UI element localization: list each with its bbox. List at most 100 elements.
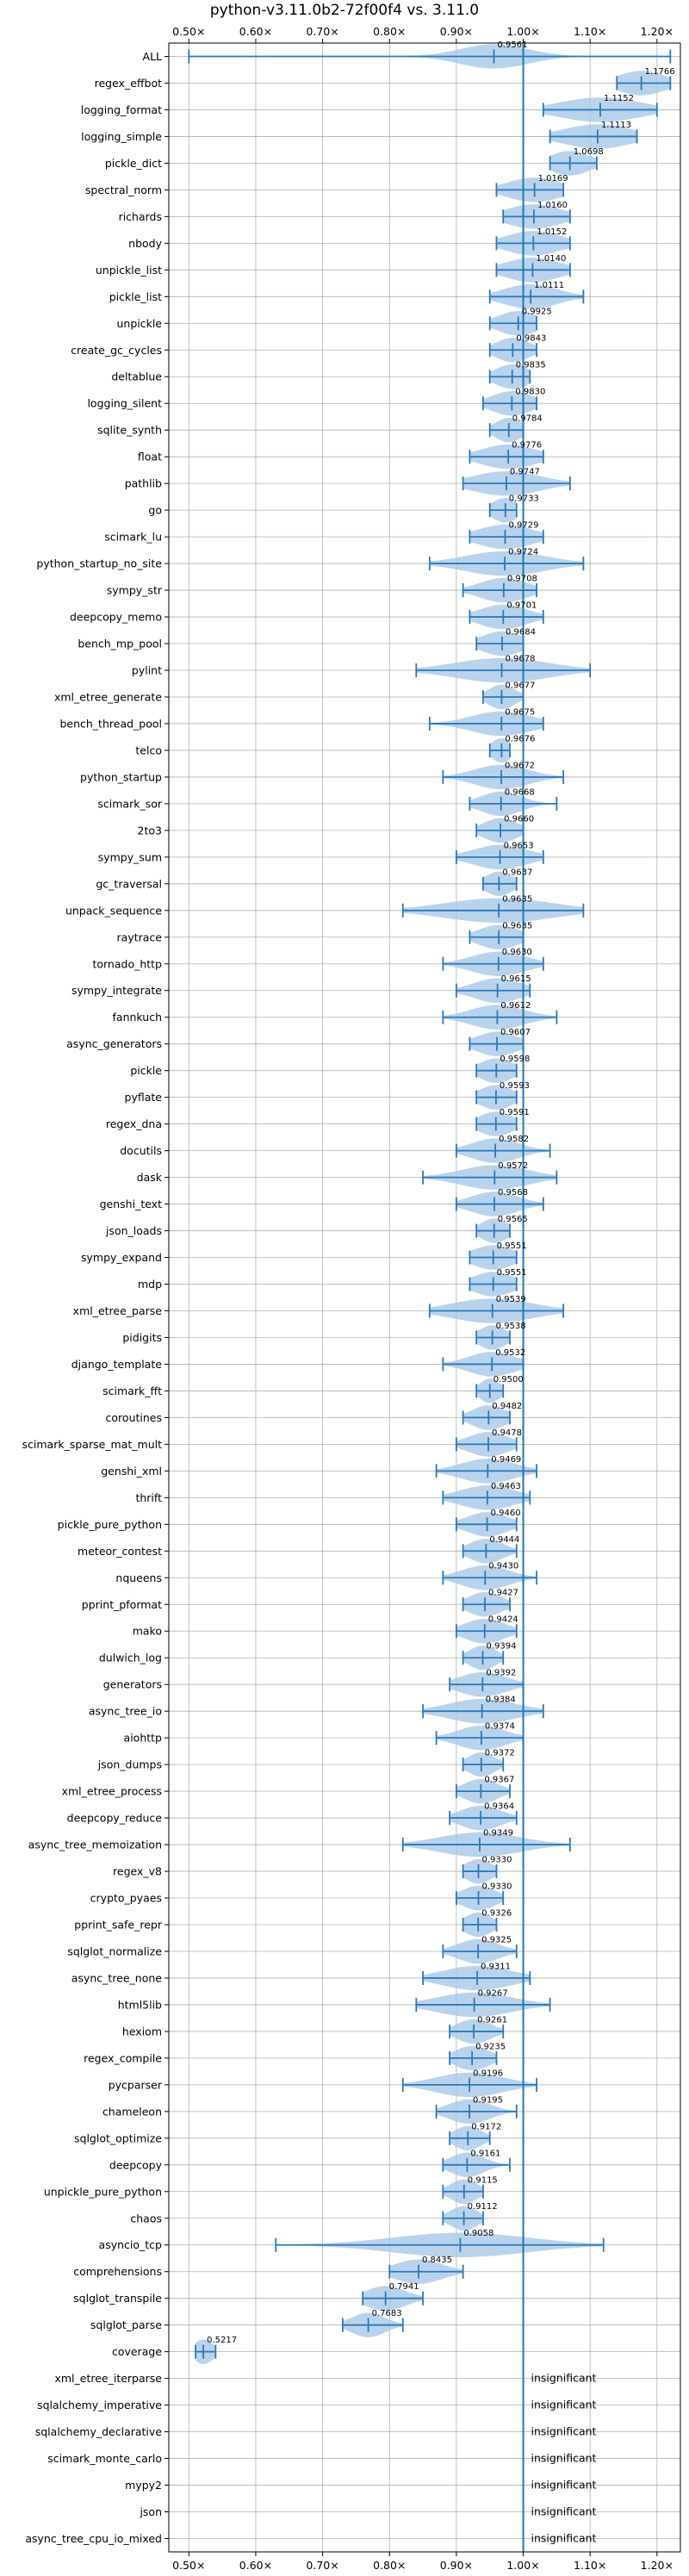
category-label: sqlalchemy_declarative [35, 2425, 163, 2438]
category-label: deepcopy_reduce [67, 1812, 163, 1825]
x-tick-label-bottom: 1.20× [641, 2559, 673, 2572]
category-label: asyncio_tcp [99, 2238, 163, 2251]
category-label: regex_effbot [95, 77, 162, 90]
violin-pprint_safe_repr [462, 1912, 498, 1938]
value-label: 1.1113 [601, 121, 631, 130]
value-label: 0.9551 [497, 1268, 527, 1278]
value-label: 0.9598 [500, 1055, 530, 1064]
violin-generators [449, 1671, 525, 1697]
category-label: sympy_sum [98, 850, 162, 863]
value-label: 0.9591 [500, 1108, 530, 1117]
category-label: mdp [138, 1278, 162, 1291]
category-label: regex_dna [106, 1117, 162, 1130]
value-label: 0.9330 [482, 1882, 512, 1891]
value-label: 0.9394 [486, 1642, 516, 1652]
value-label: 0.9478 [492, 1428, 522, 1438]
category-label: logging_silent [87, 397, 162, 410]
violin-logging_simple [549, 124, 638, 149]
violin-pprint_pformat [462, 1592, 511, 1617]
category-label: genshi_text [100, 1198, 162, 1210]
value-label: 1.0160 [537, 201, 568, 210]
category-label: async_tree_none [71, 1971, 163, 1984]
category-label: tornado_http [92, 957, 162, 970]
value-label: 0.9384 [486, 1696, 516, 1705]
category-label: async_tree_memoization [28, 1839, 162, 1851]
insignificant-label: insignificant [531, 2479, 597, 2492]
violin-create_gc_cycles [488, 338, 537, 363]
violin-sqlglot_parse [341, 2312, 404, 2337]
axes: 0.50× 0.50× 0.60× 0.60× 0.70× 0.70× 0.80× 0.80×… [22, 25, 681, 2572]
x-tick-label-top: 0.70× [306, 25, 338, 38]
value-label: 0.9538 [496, 1322, 526, 1331]
category-label: sqlglot_optimize [74, 2131, 162, 2144]
violin-pidigits [475, 1325, 511, 1350]
violin-unpickle [488, 311, 537, 336]
value-label: 0.9635 [502, 921, 532, 930]
value-label: 0.9675 [505, 707, 535, 717]
category-label: sqlalchemy_imperative [37, 2399, 162, 2411]
x-tick-label-top: 0.60× [239, 25, 272, 38]
category-label: regex_compile [84, 2051, 162, 2064]
value-label: 0.9635 [502, 894, 532, 904]
insignificant-label: insignificant [531, 2452, 597, 2465]
chart-title: python-v3.11.0b2-72f00f4 vs. 3.11.0 [210, 2, 479, 19]
category-label: scimark_sparse_mat_mult [22, 1438, 163, 1451]
value-label: 0.9196 [473, 2069, 503, 2078]
violin-regex_effbot [616, 71, 672, 96]
violin-scimark_sparse_mat_mult [455, 1432, 518, 1457]
category-label: telco [135, 744, 162, 756]
category-label: scimark_lu [104, 531, 162, 544]
violin-xml_etree_process [455, 1778, 511, 1804]
category-label: unpickle_list [96, 264, 162, 277]
category-label: async_tree_io [89, 1705, 162, 1718]
x-tick-label-top: 0.90× [440, 25, 473, 38]
x-tick-label-bottom: 1.00× [506, 2559, 539, 2572]
category-label: 2to3 [138, 824, 162, 837]
category-label: xml_etree_process [62, 1785, 162, 1798]
value-label: 0.9830 [515, 388, 545, 397]
insignificant-label: insignificant [531, 2399, 597, 2411]
category-label: chaos [130, 2212, 162, 2224]
category-label: mypy2 [125, 2479, 162, 2492]
value-label: 1.1766 [645, 67, 675, 77]
value-label: 0.9724 [508, 548, 538, 557]
violin-json_loads [475, 1218, 511, 1243]
violin-asyncio_tcp [275, 2232, 605, 2257]
value-label: 0.9463 [491, 1482, 521, 1491]
x-tick-label-bottom: 0.90× [440, 2559, 473, 2572]
category-label: xml_etree_generate [54, 690, 162, 703]
violin-xml_etree_parse [428, 1298, 565, 1323]
insignificant-label: insignificant [531, 2505, 597, 2518]
category-label: generators [103, 1678, 162, 1691]
category-label: scimark_fft [102, 1384, 162, 1397]
violin-chaos [442, 2206, 484, 2231]
value-label: 0.9551 [497, 1241, 527, 1251]
category-label: raytrace [117, 930, 163, 943]
violin-nqueens [442, 1565, 537, 1590]
value-label: 0.9261 [477, 2015, 507, 2025]
value-label: 0.9460 [491, 1509, 521, 1518]
violin-deepcopy_memo [469, 604, 544, 630]
insignificant-label: insignificant [531, 2532, 597, 2545]
category-label: spectral_norm [85, 184, 162, 196]
value-label: 0.9684 [506, 627, 536, 637]
category-label: deltablue [111, 370, 162, 383]
category-label: genshi_xml [101, 1465, 162, 1478]
value-label: 0.9500 [493, 1375, 524, 1384]
category-label: richards [119, 210, 162, 223]
value-label: 1.0152 [537, 227, 567, 237]
value-label: 0.9672 [505, 761, 535, 770]
category-label: unpickle_pure_python [44, 2185, 162, 2198]
value-label: 0.9311 [481, 1962, 511, 1971]
violin-mako [455, 1619, 518, 1644]
grid-lines [169, 43, 680, 2552]
violin-json_dumps [462, 1752, 505, 1777]
category-label: meteor_contest [78, 1545, 162, 1558]
violin-pickle [475, 1058, 518, 1083]
category-label: logging_simple [81, 130, 162, 143]
category-label: go [148, 504, 162, 517]
violin-unpickle_list [495, 258, 571, 283]
category-label: dask [137, 1171, 163, 1184]
category-label: async_generators [66, 1037, 162, 1050]
